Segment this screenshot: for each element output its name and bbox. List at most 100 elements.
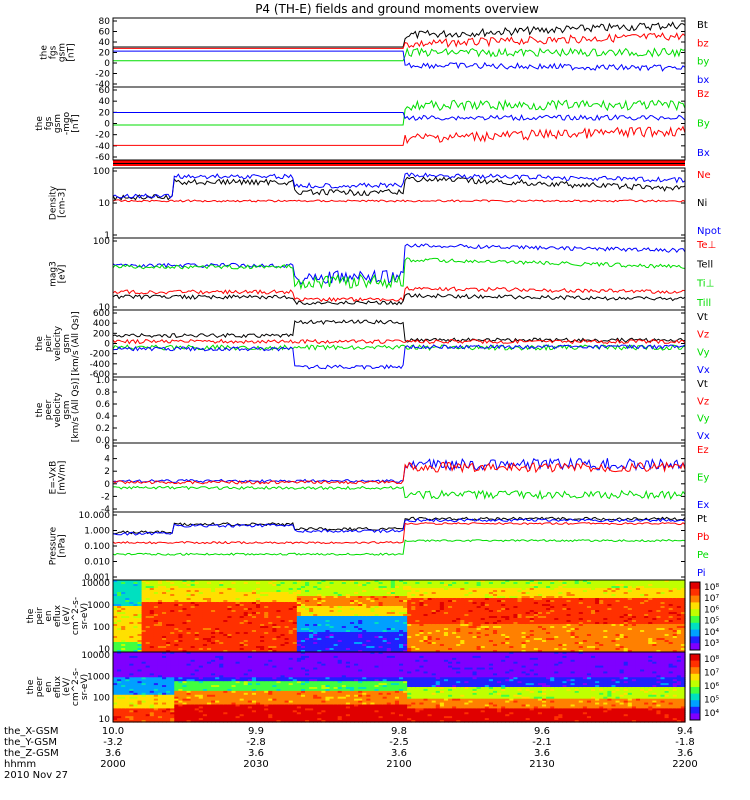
spectrogram-cell [198,632,204,635]
spectrogram-cell [305,634,310,637]
spectrogram-cell [227,614,233,617]
spectrogram-cell [247,612,253,615]
spectrogram-cell [284,600,290,603]
spectrogram-cell [529,650,535,653]
spectrogram-cell [117,596,122,599]
spectrogram-cell [403,612,408,615]
spectrogram-cell [550,628,555,631]
spectrogram-cell [215,598,220,601]
spectrogram-cell [251,638,257,641]
spectrogram-cell [313,604,318,607]
spectrogram-cell [276,608,282,611]
spectrogram-cell [341,604,347,607]
spectrogram-cell [296,598,302,601]
spectrogram-cell [509,644,514,647]
spectrogram-cell [358,626,363,629]
spectrogram-cell [113,610,118,613]
y-tick-label: 1000 [87,601,110,611]
spectrogram-cell [586,616,592,619]
spectrogram-cell [562,584,568,587]
spectrogram-cell [460,604,465,607]
spectrogram-cell [243,616,249,619]
spectrogram-cell [174,634,179,637]
spectrogram-cell [386,586,392,589]
y-tick-label: 0.001 [84,573,110,583]
spectrogram-cell [313,624,318,627]
spectrogram-cell [582,622,588,625]
spectrogram-cell [153,638,159,641]
spectrogram-cell [354,624,359,627]
spectrogram-cell [415,612,421,615]
spectrogram-cell [211,592,216,595]
spectrogram-cell [488,584,494,587]
spectrogram-cell [546,604,551,607]
spectrogram-cell [533,630,539,633]
spectrogram-cell [296,632,302,635]
spectrogram-cell [558,624,564,627]
spectrogram-cell [170,584,175,587]
spectrogram-cell [362,620,367,623]
spectrogram-cell [448,582,453,585]
spectrogram-cell [366,618,371,621]
spectrogram-cell [537,650,543,653]
spectrogram-cell [333,596,339,599]
spectrogram-cell [157,636,163,639]
spectrogram-cell [227,610,233,613]
spectrogram-cell [476,640,482,643]
spectrogram-cell [582,580,588,583]
legend-Npot: Npot [697,226,721,237]
spectrogram-cell [484,608,490,611]
spectrogram-cell [231,594,237,597]
spectrogram-cell [468,584,474,587]
spectrogram-cell [582,606,588,609]
spectrogram-cell [517,580,523,583]
spectrogram-cell [419,608,425,611]
spectrogram-cell [362,614,367,617]
spectrogram-cell [284,610,290,613]
spectrogram-cell [566,626,572,629]
spectrogram-cell [480,626,486,629]
spectrogram-cell [296,624,302,627]
spectrogram-cell [546,640,551,643]
spectrogram-cell [186,590,192,593]
spectrogram-cell [227,630,233,633]
spectrogram-cell [558,644,564,647]
spectrogram-cell [186,614,192,617]
spectrogram-cell [170,610,175,613]
spectrogram-cell [537,618,543,621]
spectrogram-cell [223,618,228,621]
spectrogram-cell [276,596,282,599]
spectrogram-cell [411,588,416,591]
spectrogram-cell [431,596,437,599]
spectrogram-cell [178,628,184,631]
spectrogram-cell [439,590,445,593]
spectrogram-cell [317,640,322,643]
spectrogram-cell [505,634,510,637]
spectrogram-cell [407,650,412,653]
spectrogram-cell [554,608,559,611]
spectrogram-cell [456,602,461,605]
spectrogram-cell [215,592,220,595]
spectrogram-cell [219,644,224,647]
spectrogram-cell [542,642,547,645]
spectrogram-cell [480,624,486,627]
spectrogram-cell [386,618,392,621]
spectrogram-cell [170,612,175,615]
spectrogram-cell [407,582,412,585]
spectrogram-cell [542,628,547,631]
spectrogram-cell [345,624,351,627]
spectrogram-cell [313,586,318,589]
spectrogram-cell [206,626,212,629]
spectrogram-cell [239,608,245,611]
spectrogram-cell [423,584,429,587]
spectrogram-cell [399,638,404,641]
spectrogram-cell [194,622,200,625]
spectrogram-cell [117,604,122,607]
spectrogram-cell [386,640,392,643]
spectrogram-cell [251,628,257,631]
spectrogram-cell [456,616,461,619]
spectrogram-cell [341,606,347,609]
spectrogram-cell [186,582,192,585]
spectrogram-cell [235,588,241,591]
spectrogram-cell [198,600,204,603]
